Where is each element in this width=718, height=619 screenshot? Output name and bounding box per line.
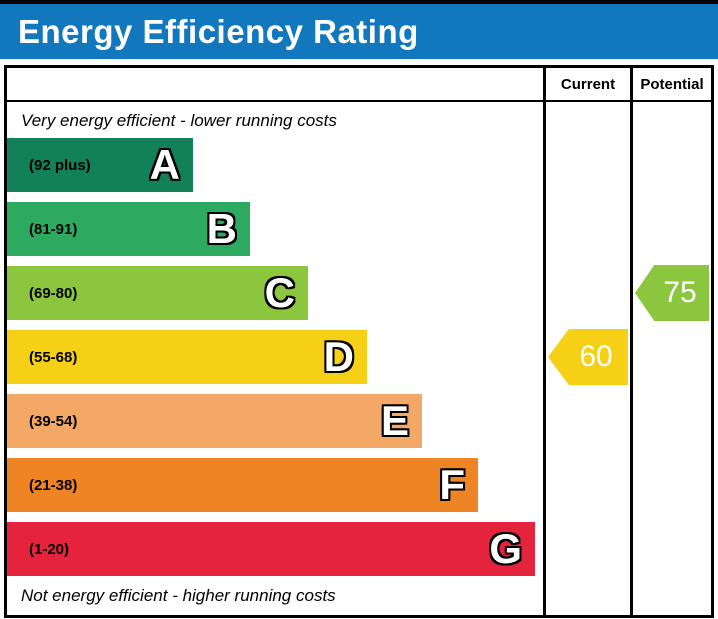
band-a-letter: A: [149, 141, 180, 188]
band-b-range: (81-91): [29, 220, 78, 238]
band-b-letter: B: [206, 205, 237, 252]
top-note: Very energy efficient - lower running co…: [21, 111, 337, 130]
title-bar: Energy Efficiency Rating: [0, 4, 718, 59]
band-g-range: (1-20): [29, 540, 70, 558]
band-d: (55-68) D: [7, 330, 367, 384]
current-rating-value: 60: [579, 340, 613, 373]
potential-rating-value: 75: [663, 276, 697, 309]
bottom-note: Not energy efficient - higher running co…: [21, 586, 336, 605]
current-column: Current 60: [543, 68, 630, 615]
chart-body: Very energy efficient - lower running co…: [7, 102, 543, 615]
chart-column-header: [7, 68, 543, 102]
band-e-range: (39-54): [29, 412, 78, 430]
potential-body: 75: [633, 102, 711, 615]
band-f-letter: F: [439, 461, 465, 508]
potential-rating-arrow: 75: [635, 265, 709, 321]
band-d-range: (55-68): [29, 348, 78, 366]
band-c-range: (69-80): [29, 284, 78, 302]
band-c: (69-80) C: [7, 266, 308, 320]
band-g-letter: G: [489, 525, 522, 572]
potential-column: Potential 75: [630, 68, 711, 615]
band-e: (39-54) E: [7, 394, 422, 448]
top-border-strip: [0, 0, 718, 4]
band-f-range: (21-38): [29, 476, 78, 494]
band-b: (81-91) B: [7, 202, 250, 256]
band-d-letter: D: [323, 333, 354, 380]
band-a: (92 plus) A: [7, 138, 193, 192]
band-c-letter: C: [264, 269, 295, 316]
potential-column-header: Potential: [633, 68, 711, 102]
chart-column: Very energy efficient - lower running co…: [7, 68, 543, 615]
band-list: (92 plus) A (81-91) B (69-80) C (55-68) …: [7, 138, 543, 576]
current-column-header: Current: [546, 68, 630, 102]
band-g: (1-20) G: [7, 522, 535, 576]
band-a-range: (92 plus): [29, 156, 91, 174]
band-f: (21-38) F: [7, 458, 478, 512]
page-title: Energy Efficiency Rating: [18, 12, 419, 50]
band-e-letter: E: [380, 397, 409, 444]
current-rating-arrow: 60: [548, 329, 628, 385]
current-body: 60: [546, 102, 630, 615]
epc-rating-table: Very energy efficient - lower running co…: [4, 65, 714, 618]
